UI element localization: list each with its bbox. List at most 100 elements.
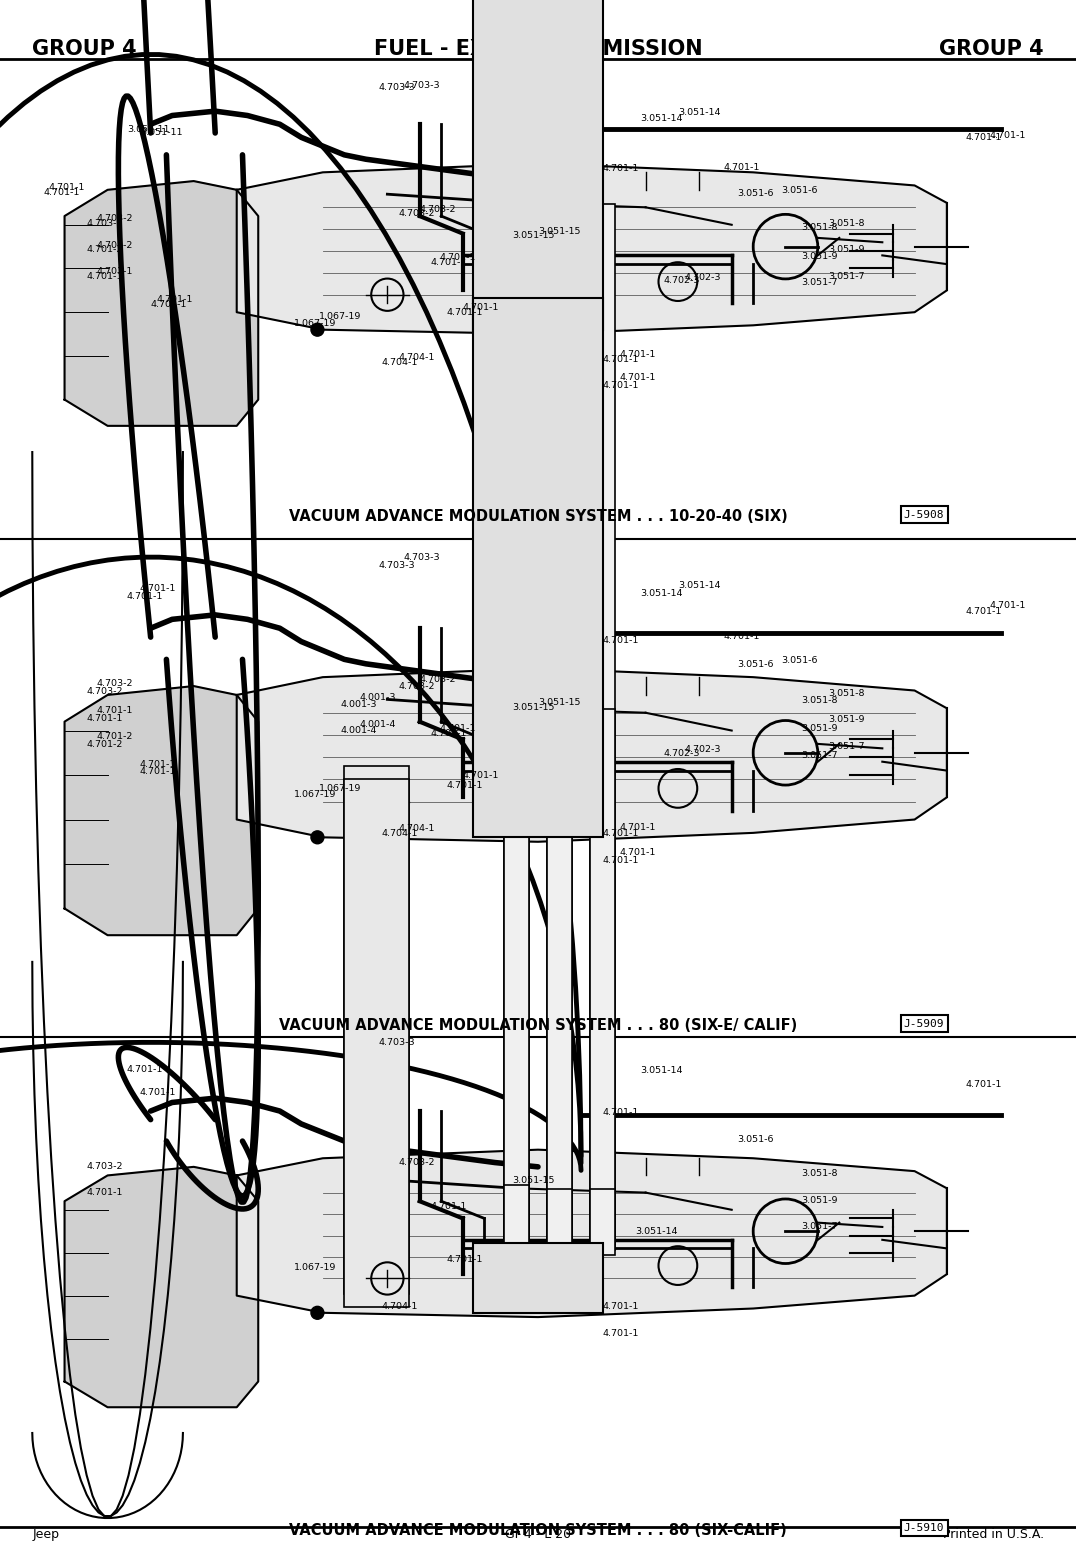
- Text: 4.703-2: 4.703-2: [97, 214, 133, 223]
- Text: 4.701-1: 4.701-1: [990, 601, 1027, 610]
- Bar: [547, 709, 572, 1244]
- Text: 3.051-7: 3.051-7: [802, 1222, 838, 1232]
- Text: 4.701-2: 4.701-2: [86, 740, 123, 749]
- Text: 4.701-1: 4.701-1: [97, 706, 133, 715]
- Text: 3.051-6: 3.051-6: [737, 189, 774, 198]
- Polygon shape: [237, 164, 947, 334]
- Text: 4.701-1: 4.701-1: [620, 350, 656, 359]
- Text: 4.701-1: 4.701-1: [603, 1302, 639, 1311]
- Polygon shape: [237, 1149, 947, 1317]
- Text: 3.051-8: 3.051-8: [802, 223, 838, 233]
- Text: 4.703-3: 4.703-3: [379, 560, 415, 570]
- Text: 4.701-1: 4.701-1: [603, 635, 639, 645]
- Text: 4.701-1: 4.701-1: [86, 272, 123, 281]
- Text: 3.051-14: 3.051-14: [640, 114, 682, 123]
- Text: 3.051-14: 3.051-14: [640, 1066, 682, 1076]
- Text: J-5909: J-5909: [904, 1019, 945, 1029]
- Text: Jeep: Jeep: [32, 1528, 59, 1541]
- Text: 4.701-1: 4.701-1: [447, 780, 483, 790]
- Text: 4.703-2: 4.703-2: [420, 674, 456, 684]
- Text: 4.703-3: 4.703-3: [379, 1038, 415, 1047]
- Text: 3.051-15: 3.051-15: [512, 1175, 554, 1185]
- Text: 4.701-1: 4.701-1: [430, 729, 467, 738]
- Bar: [504, 200, 529, 1246]
- Bar: [547, 1189, 572, 1255]
- Text: 4.703-2: 4.703-2: [86, 219, 123, 228]
- Text: 4.704-1: 4.704-1: [398, 824, 435, 834]
- Bar: [344, 766, 409, 1294]
- Text: 1.067-19: 1.067-19: [294, 1263, 336, 1272]
- Bar: [473, 1243, 603, 1313]
- Text: GROUP 4: GROUP 4: [32, 39, 137, 59]
- Text: 4.701-1: 4.701-1: [620, 823, 656, 832]
- Text: 4.701-1: 4.701-1: [603, 855, 639, 865]
- Bar: [473, 0, 603, 329]
- Text: 4.702-3: 4.702-3: [684, 745, 721, 754]
- Text: 3.051-9: 3.051-9: [829, 715, 865, 724]
- Text: 4.704-1: 4.704-1: [382, 829, 419, 838]
- Text: 3.051-15: 3.051-15: [538, 698, 580, 707]
- Text: 4.701-1: 4.701-1: [127, 1065, 164, 1074]
- Text: 3.051-7: 3.051-7: [802, 751, 838, 760]
- Text: 4.701-1: 4.701-1: [140, 584, 176, 593]
- Text: 1.067-19: 1.067-19: [294, 790, 336, 799]
- Bar: [590, 204, 615, 1250]
- Circle shape: [311, 323, 324, 336]
- Text: 4.701-1: 4.701-1: [151, 300, 187, 309]
- Text: 3.051-6: 3.051-6: [737, 660, 774, 670]
- Text: 3.051-9: 3.051-9: [829, 245, 865, 254]
- Text: 3.051-11: 3.051-11: [140, 128, 182, 137]
- Text: 1.067-19: 1.067-19: [318, 312, 360, 322]
- Text: 4.701-2: 4.701-2: [97, 732, 133, 741]
- Text: 4.701-1: 4.701-1: [86, 713, 123, 723]
- Bar: [504, 1185, 529, 1250]
- Text: 3.051-11: 3.051-11: [127, 125, 169, 134]
- Text: 3.051-7: 3.051-7: [802, 278, 838, 287]
- Text: 4.703-2: 4.703-2: [420, 204, 456, 214]
- Text: 3.051-8: 3.051-8: [829, 219, 865, 228]
- Text: 4.701-2: 4.701-2: [86, 245, 123, 254]
- Text: 1.067-19: 1.067-19: [318, 784, 360, 793]
- Bar: [547, 204, 572, 1250]
- Text: 3.051-14: 3.051-14: [640, 588, 682, 598]
- Text: J-5908: J-5908: [904, 510, 945, 520]
- Polygon shape: [65, 1168, 258, 1408]
- Text: 4.703-2: 4.703-2: [86, 687, 123, 696]
- Text: Printed in U.S.A.: Printed in U.S.A.: [943, 1528, 1044, 1541]
- Text: 4.701-1: 4.701-1: [603, 829, 639, 838]
- Bar: [344, 779, 409, 1308]
- Text: 4.701-1: 4.701-1: [990, 131, 1027, 140]
- Text: 4.704-1: 4.704-1: [398, 353, 435, 362]
- Text: J-5910: J-5910: [904, 1524, 945, 1533]
- Text: 3.051-7: 3.051-7: [829, 272, 865, 281]
- Text: 4.703-3: 4.703-3: [379, 83, 415, 92]
- Text: 3.051-9: 3.051-9: [802, 251, 838, 261]
- Text: FUEL - EXHAUST - EMISSION: FUEL - EXHAUST - EMISSION: [373, 39, 703, 59]
- Text: 3.051-6: 3.051-6: [781, 656, 818, 665]
- Text: 3.051-8: 3.051-8: [802, 1169, 838, 1179]
- Circle shape: [311, 1307, 324, 1319]
- Text: 4.704-1: 4.704-1: [382, 357, 419, 367]
- Text: 4.701-1: 4.701-1: [603, 354, 639, 364]
- Text: 4.001-4: 4.001-4: [340, 726, 377, 735]
- Text: 4.703-3: 4.703-3: [404, 553, 440, 562]
- Circle shape: [311, 830, 324, 845]
- Bar: [504, 704, 529, 1239]
- Text: 4.701-1: 4.701-1: [447, 1255, 483, 1264]
- Text: 4.701-1: 4.701-1: [463, 771, 499, 780]
- Text: 3.051-9: 3.051-9: [802, 1196, 838, 1205]
- Text: 4.701-1: 4.701-1: [439, 724, 476, 734]
- Text: 4.701-1: 4.701-1: [430, 258, 467, 267]
- Text: 4.703-2: 4.703-2: [398, 682, 435, 692]
- Text: 4.704-1: 4.704-1: [382, 1302, 419, 1311]
- Text: 3.051-15: 3.051-15: [538, 226, 580, 236]
- Text: 4.701-1: 4.701-1: [620, 373, 656, 382]
- Text: VACUUM ADVANCE MODULATION SYSTEM . . . 80 (SIX-E/ CALIF): VACUUM ADVANCE MODULATION SYSTEM . . . 8…: [279, 1018, 797, 1033]
- Text: 4.701-1: 4.701-1: [43, 187, 80, 197]
- Polygon shape: [65, 181, 258, 426]
- Text: 4.701-1: 4.701-1: [140, 766, 176, 776]
- Text: 4.703-2: 4.703-2: [97, 679, 133, 688]
- Text: 3.051-9: 3.051-9: [802, 724, 838, 734]
- Text: 3.051-8: 3.051-8: [802, 696, 838, 706]
- Text: 4.701-1: 4.701-1: [723, 632, 760, 642]
